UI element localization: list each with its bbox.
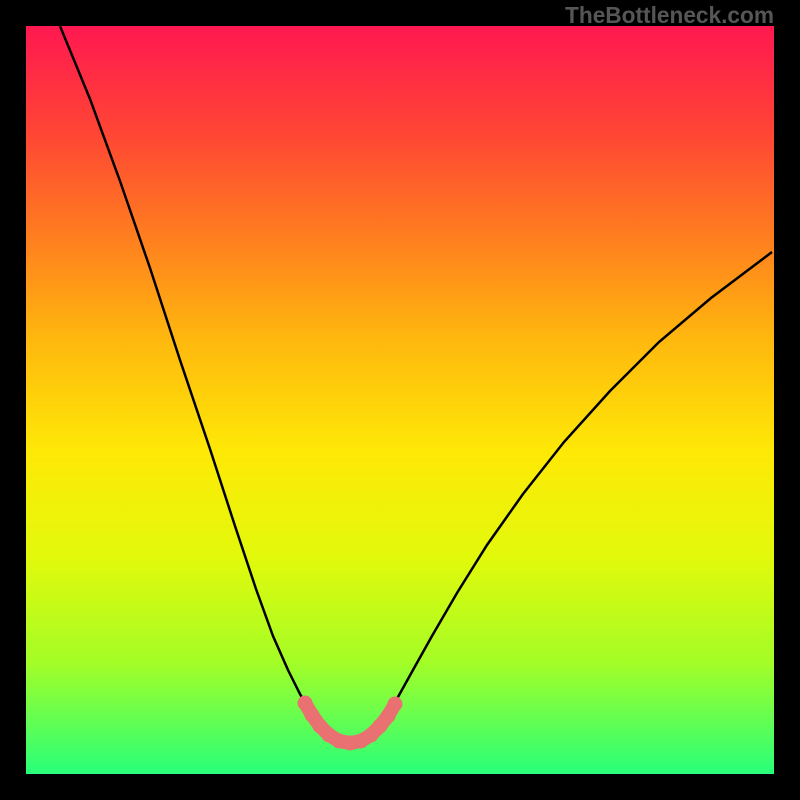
curve-right xyxy=(387,252,772,718)
chart-svg xyxy=(0,0,800,800)
trough-highlight-dot xyxy=(388,697,403,712)
curve-left xyxy=(60,26,313,717)
chart-frame: TheBottleneck.com xyxy=(0,0,800,800)
watermark-text: TheBottleneck.com xyxy=(565,2,774,29)
